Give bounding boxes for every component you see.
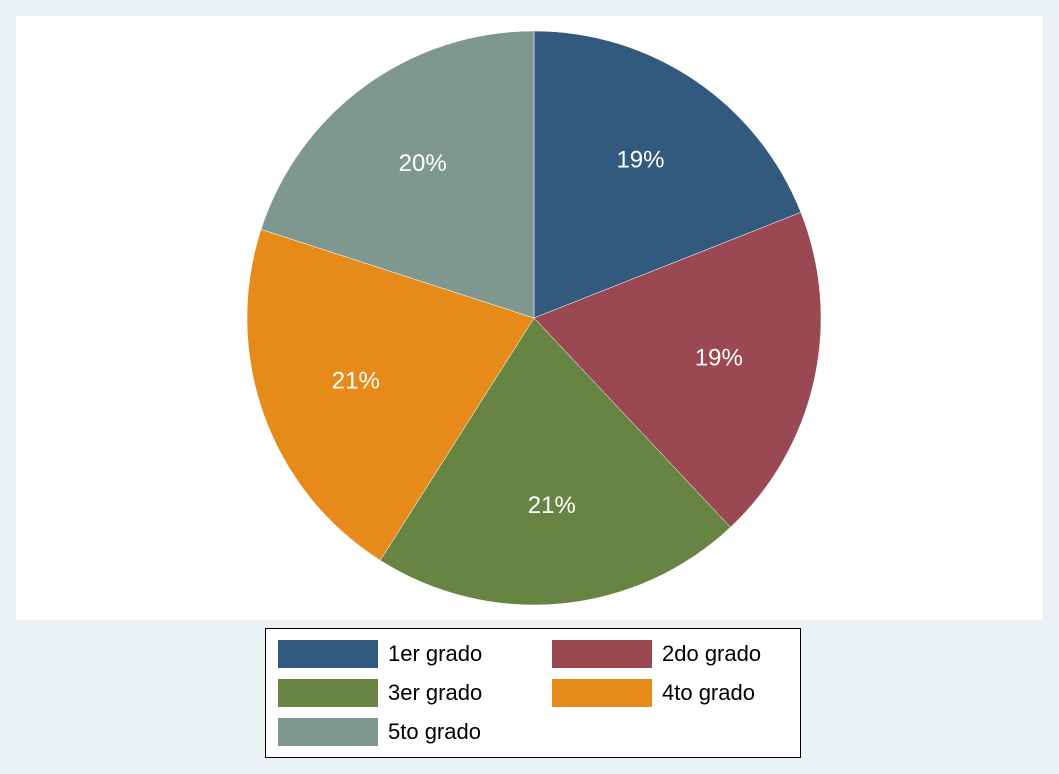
pie-slice <box>533 30 802 319</box>
slice-label: 21% <box>332 368 380 395</box>
legend-label: 2do grado <box>662 641 761 666</box>
pie-slice <box>533 212 822 528</box>
slice-label: 19% <box>695 345 743 372</box>
pie-slice <box>260 30 535 319</box>
legend-label: 4to grado <box>662 680 755 705</box>
slice-label: 21% <box>528 492 576 519</box>
slice-label: 19% <box>616 147 664 174</box>
pie-slice <box>379 317 731 606</box>
pie-slice <box>246 228 535 561</box>
legend-label: 5to grado <box>388 719 481 744</box>
legend-swatch <box>552 640 652 668</box>
legend-swatch <box>278 718 378 746</box>
legend-label: 3er grado <box>388 680 482 705</box>
legend-swatch <box>278 640 378 668</box>
legend-label: 1er grado <box>388 641 482 666</box>
slice-label: 20% <box>399 150 447 177</box>
legend-swatch <box>552 679 652 707</box>
legend-swatch <box>278 679 378 707</box>
